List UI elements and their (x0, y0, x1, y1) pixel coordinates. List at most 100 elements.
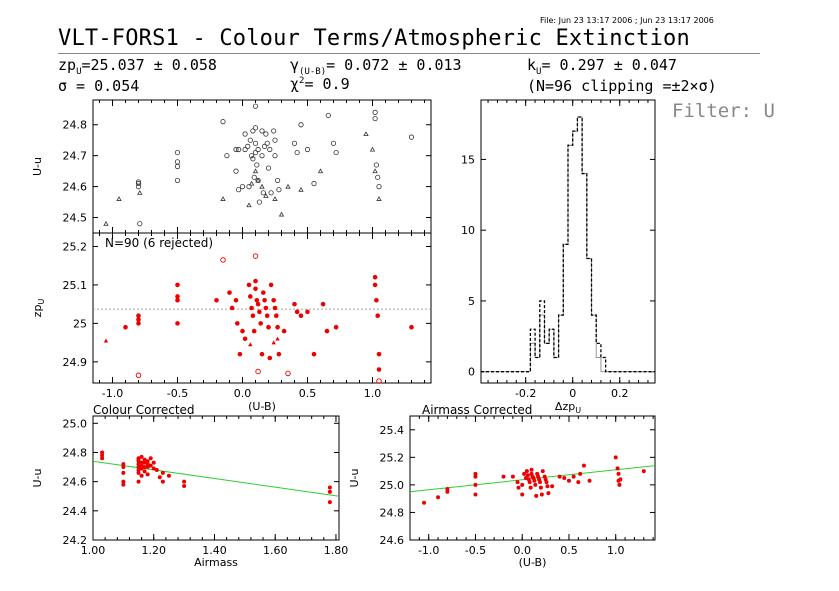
chi-symbol: χ (290, 75, 300, 93)
upper-triangle-point (116, 196, 122, 201)
zp-point (257, 309, 262, 315)
upper-ytick-label: 24.5 (63, 212, 88, 225)
colour-point (148, 463, 153, 468)
zp-rejected-point (135, 372, 142, 379)
upper-circle-point (239, 184, 246, 190)
airmass-point (528, 485, 533, 490)
colour-point (121, 462, 126, 467)
hist-ytick-label: 15 (461, 153, 475, 166)
zp-point (249, 305, 254, 311)
colour-point (121, 479, 126, 484)
hist-ytick-label: 10 (461, 224, 475, 237)
airmass-point (617, 482, 622, 487)
airmass-point (510, 474, 515, 479)
upper-triangle-point (248, 180, 255, 186)
colour-point (121, 470, 126, 475)
airmass-xtick-label: 0.5 (560, 544, 578, 557)
colour-point (139, 460, 144, 465)
zp-point (298, 313, 304, 318)
airmass-point (516, 485, 521, 490)
upper-circle-point (251, 174, 257, 180)
airmass-point (618, 477, 623, 482)
zp-point (375, 313, 381, 318)
zp-point (276, 351, 282, 357)
zp-point (250, 313, 256, 318)
upper-circle-point (298, 122, 304, 128)
airmass-point (520, 492, 525, 497)
airmass-point (538, 485, 543, 490)
colour-point (121, 465, 126, 470)
airmass-point (524, 469, 529, 474)
colour-point (136, 462, 141, 467)
k-value: = 0.297 ± 0.047 (541, 56, 677, 74)
colour-ytick-label: 25.0 (63, 417, 88, 430)
upper-triangle-point (246, 202, 252, 208)
colour-point (136, 470, 141, 475)
airmass-point (545, 484, 550, 489)
airmass-point (436, 495, 441, 500)
zp-point (237, 351, 243, 357)
upper-circle-point (233, 168, 239, 174)
zp-point (281, 328, 287, 334)
colour-point (142, 469, 147, 474)
upper-triangle-point (259, 183, 265, 189)
airmass-xtick-label: -1.0 (418, 544, 439, 557)
upper-circle-point (267, 146, 273, 153)
airmass-ytick-label: 25.0 (380, 479, 405, 492)
filter-label: Filter: U (672, 100, 775, 122)
zp-point (376, 351, 382, 357)
upper-circle-point (245, 143, 251, 149)
zp-point (275, 324, 280, 330)
upper-triangle-point (252, 168, 259, 174)
zp-point (253, 286, 258, 292)
upper-circle-point (330, 140, 337, 146)
colour-frame (92, 415, 340, 541)
airmass-point (501, 474, 506, 479)
zp-xtick-label: -0.5 (167, 387, 188, 400)
zp-point (227, 290, 232, 295)
colour-point (142, 465, 147, 470)
upper-triangle-point (317, 168, 324, 174)
upper-circle-point (264, 140, 270, 146)
zp-triangle-point (103, 338, 109, 343)
upper-circle-point (325, 112, 331, 119)
colour-point (154, 467, 159, 472)
zp-point (233, 298, 239, 303)
upper-ytick-label: 24.8 (63, 119, 88, 132)
upper-circle-point (294, 149, 300, 156)
upper-circle-point (135, 180, 142, 187)
upper-triangle-point (372, 168, 378, 174)
zp-point (258, 321, 264, 326)
zp-point (271, 298, 277, 303)
zp-point (263, 305, 269, 311)
colour-point (100, 456, 105, 461)
zp-point (248, 294, 253, 299)
zp-subscript: U (76, 67, 82, 77)
colour-point (145, 472, 150, 477)
upper-circle-point (268, 190, 274, 196)
upper-circle-point (265, 165, 272, 171)
upper-circle-point (250, 156, 256, 162)
upper-triangle-point (376, 196, 382, 201)
colour-ytick-label: 24.6 (63, 476, 88, 489)
airmass-point (578, 471, 583, 476)
upper-triangle-point (285, 183, 291, 189)
colour-point (139, 454, 144, 459)
upper-circle-point (224, 153, 230, 159)
zp-point (311, 351, 317, 357)
upper-triangle-point (369, 146, 376, 152)
zp-point (264, 313, 270, 318)
zp-rejected-point (255, 368, 261, 375)
upper-ytick-label: 24.6 (63, 181, 88, 194)
zp-xtick-label: 0.0 (234, 387, 252, 400)
airmass-corrected-panel: 24.6 24.8 25.0 25.2 25.4 -1.0 -0.5 0.0 0.5 1.0 U-u… (348, 403, 656, 569)
colour-ytick-label: 24.8 (63, 446, 88, 459)
airmass-point (473, 474, 478, 479)
zp-ylabel: zpU (31, 299, 46, 318)
hist-xtick-label: 0.2 (611, 387, 629, 400)
colour-point (145, 459, 150, 464)
zp-point (320, 301, 326, 307)
zp-point (274, 313, 279, 318)
colour-point (160, 479, 165, 484)
